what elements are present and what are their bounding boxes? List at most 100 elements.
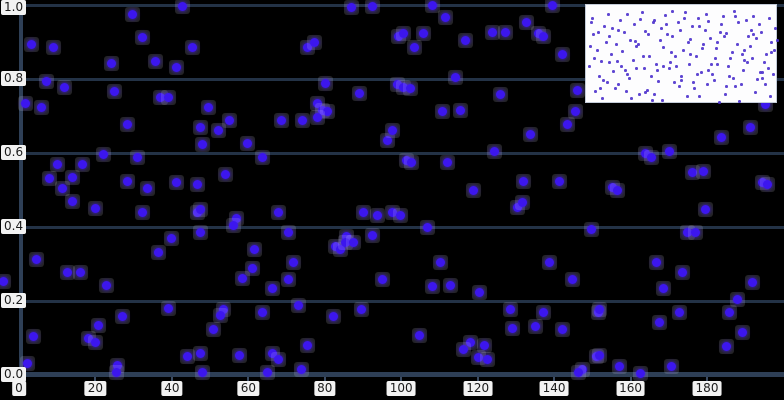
data-point (554, 322, 570, 338)
y-tick-label: 1.0 (1, 0, 27, 15)
y-axis-line (19, 3, 23, 377)
inset-point (611, 27, 614, 30)
data-point (392, 207, 408, 223)
inset-point (695, 55, 698, 58)
inset-point (662, 46, 665, 49)
inset-point (625, 90, 628, 93)
inset-point (711, 73, 714, 76)
inset-point (686, 95, 689, 98)
data-point (50, 157, 66, 173)
inset-point (607, 13, 610, 16)
data-point (369, 207, 385, 223)
data-point (535, 29, 551, 45)
inset-point (763, 61, 766, 64)
inset-point (644, 30, 647, 33)
inset-point (705, 13, 708, 16)
inset-point (758, 23, 761, 26)
data-point (225, 217, 241, 233)
inset-point (764, 83, 767, 86)
data-point (571, 364, 587, 380)
x-tick-mark (94, 377, 97, 382)
data-point (57, 80, 73, 96)
data-point (192, 202, 208, 218)
inset-point (612, 70, 615, 73)
inset-point (718, 101, 721, 104)
data-point (457, 32, 473, 48)
x-tick-label: 80 (314, 381, 336, 396)
inset-point (674, 55, 677, 58)
data-point (99, 277, 115, 293)
inset-point (589, 45, 592, 48)
inset-point (657, 80, 660, 83)
inset-point (709, 37, 712, 40)
inset-point (594, 90, 597, 93)
data-point (235, 270, 251, 286)
data-point (447, 69, 463, 85)
data-point (695, 164, 711, 180)
x-tick-mark (553, 377, 556, 382)
x-tick-label: 0 (12, 381, 26, 396)
inset-point (668, 67, 671, 70)
inset-point (760, 31, 763, 34)
data-point (240, 135, 256, 151)
data-point (675, 265, 691, 281)
inset-point (697, 17, 700, 20)
data-point (107, 84, 123, 100)
data-point (42, 170, 58, 186)
y-tick-label: 0.8 (1, 71, 27, 86)
data-point (270, 205, 286, 221)
inset-point (704, 29, 707, 32)
inset-point (623, 31, 626, 34)
inset-point (769, 95, 772, 98)
data-point (504, 320, 520, 336)
inset-point (637, 43, 640, 46)
data-point (697, 202, 713, 218)
inset-point (628, 77, 631, 80)
data-point (719, 339, 735, 355)
data-point (655, 280, 671, 296)
x-tick-label: 20 (84, 381, 107, 396)
data-point (652, 314, 668, 330)
data-point (254, 149, 270, 165)
x-tick-mark (323, 377, 326, 382)
inset-point (615, 43, 618, 46)
inset-point (643, 67, 646, 70)
y-tick-label: 0.6 (1, 145, 27, 160)
gridline (17, 3, 784, 7)
x-tick-mark (476, 377, 479, 382)
y-tick-label: 0.0 (1, 367, 27, 382)
inset-point (724, 93, 727, 96)
data-point (685, 165, 701, 181)
data-point (395, 25, 411, 41)
data-point (310, 110, 326, 126)
inset-point (761, 77, 764, 80)
inset-point (671, 10, 674, 13)
inset-point (592, 33, 595, 36)
data-point (569, 82, 585, 98)
data-point (404, 155, 420, 171)
data-point (365, 227, 381, 243)
data-point (192, 225, 208, 241)
data-point (255, 304, 271, 320)
inset-point (736, 43, 739, 46)
inset-point (688, 63, 691, 66)
inset-point (646, 89, 649, 92)
inset-point (715, 47, 718, 50)
data-point (542, 254, 558, 270)
data-point (217, 167, 233, 183)
data-point (565, 272, 581, 288)
x-tick-label: 60 (237, 381, 259, 396)
inset-point (770, 41, 773, 44)
inset-point (653, 19, 656, 22)
data-point (285, 254, 301, 270)
inset-point (740, 83, 743, 86)
inset-point (608, 61, 611, 64)
inset-point (756, 78, 759, 81)
data-point (25, 329, 41, 345)
inset-point (680, 79, 683, 82)
x-tick-label: 100 (386, 381, 416, 396)
inset-point (746, 61, 749, 64)
x-tick-label: 140 (539, 381, 569, 396)
data-point (160, 300, 176, 316)
